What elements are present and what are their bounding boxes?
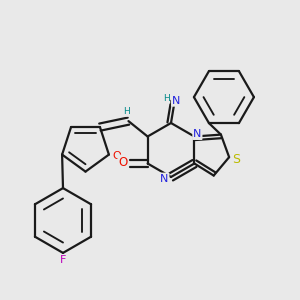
Text: H: H — [163, 94, 169, 103]
Text: O: O — [112, 151, 121, 161]
Text: N: N — [160, 173, 169, 184]
Text: S: S — [232, 153, 240, 166]
Text: N: N — [193, 129, 202, 139]
Text: O: O — [118, 155, 127, 169]
Text: N: N — [172, 96, 180, 106]
Text: H: H — [124, 107, 130, 116]
Text: F: F — [60, 255, 66, 266]
